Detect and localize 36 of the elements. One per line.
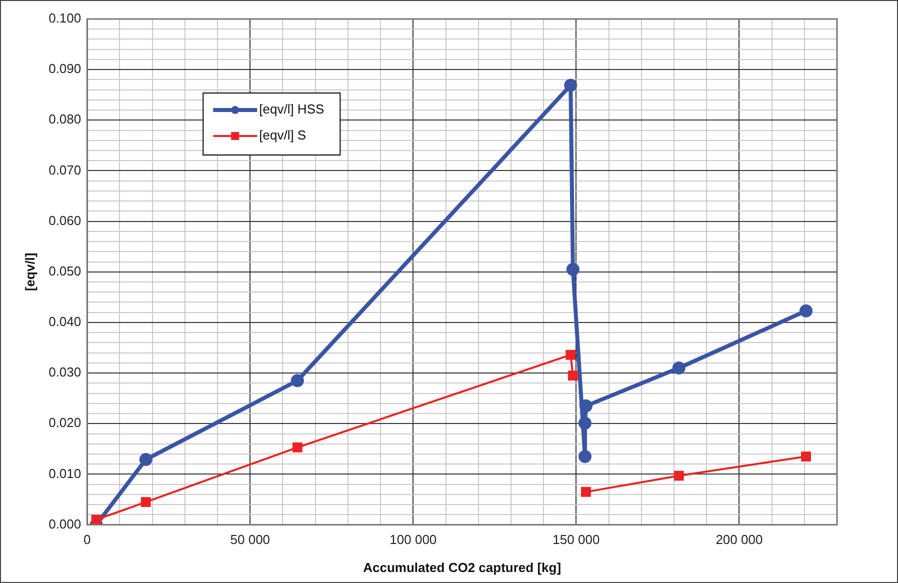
y-axis-title: [eqv/l] <box>22 252 38 292</box>
x-tick-label: 100 000 <box>390 532 437 548</box>
x-tick-label: 150 000 <box>552 532 600 548</box>
legend-label: [eqv/l] HSS <box>259 102 324 117</box>
y-tick-label: 0.000 <box>48 516 82 532</box>
x-tick-label: 200 000 <box>716 532 763 548</box>
y-tick-label: 0.030 <box>48 364 82 380</box>
point <box>581 486 591 497</box>
point <box>800 304 813 318</box>
x-axis-title: Accumulated CO2 captured [kg] <box>363 560 562 575</box>
y-tick-label: 0.080 <box>48 112 82 127</box>
x-tick-label: 0 <box>84 532 91 548</box>
y-tick-label: 0.100 <box>48 10 82 26</box>
y-tick-label: 0.050 <box>48 263 82 278</box>
y-tick-label: 0.020 <box>48 415 82 430</box>
y-tick-label: 0.070 <box>48 162 82 178</box>
point <box>566 350 576 360</box>
point <box>578 416 592 430</box>
point <box>566 262 580 276</box>
point <box>139 453 152 466</box>
y-tick-label: 0.040 <box>48 314 82 330</box>
y-tick-label: 0.090 <box>48 61 82 76</box>
point <box>292 442 302 452</box>
y-tick-label: 0.060 <box>48 212 82 228</box>
point <box>578 450 592 464</box>
point <box>568 370 578 381</box>
point <box>579 399 592 412</box>
point <box>290 374 304 388</box>
x-tick-label: 50 000 <box>230 532 270 548</box>
y-tick-label: 0.010 <box>48 466 82 481</box>
point <box>140 497 151 507</box>
point <box>564 78 578 92</box>
point <box>801 452 811 462</box>
point <box>674 470 684 481</box>
point <box>672 362 686 374</box>
legend-label: [eqv/l] S <box>259 128 306 143</box>
